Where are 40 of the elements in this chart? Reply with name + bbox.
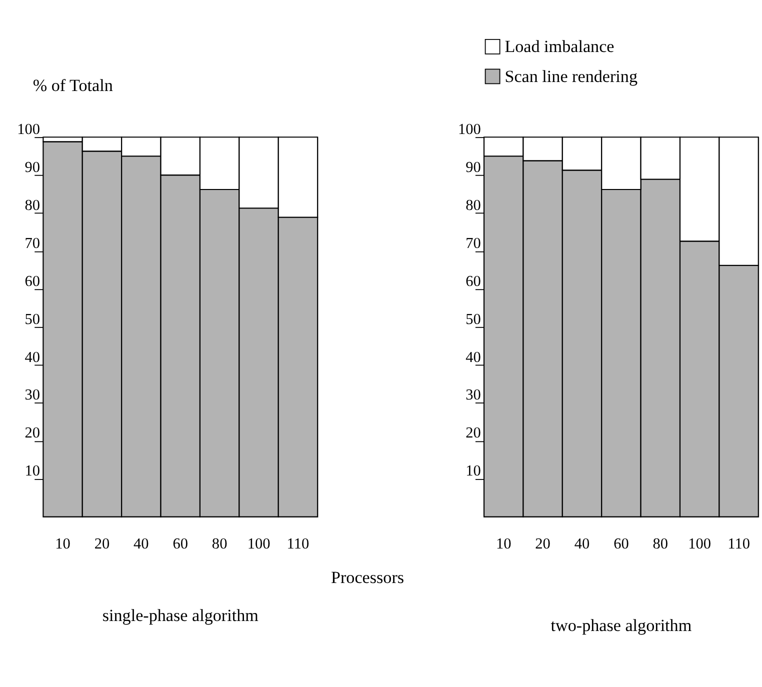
- x-tick-label: 110: [286, 536, 310, 553]
- x-tick-label: 20: [94, 536, 110, 553]
- x-tick-label: 80: [212, 536, 228, 553]
- x-tick-label: 10: [496, 536, 512, 553]
- y-tick-label: 40: [466, 348, 482, 366]
- y-tick-label: 50: [24, 310, 40, 328]
- x-axis-title: Processors: [330, 568, 404, 587]
- y-axis-title: % of Totaln: [32, 76, 114, 95]
- y-tick-label: 90: [24, 158, 40, 176]
- x-tick-label: 110: [728, 536, 750, 553]
- y-tick-label: 20: [466, 424, 482, 442]
- y-tick-label: 80: [466, 196, 482, 214]
- x-tick-label: 60: [172, 536, 188, 553]
- x-tick-label: 60: [614, 536, 630, 553]
- x-tick-label: 80: [652, 536, 668, 553]
- y-tick-label: 80: [24, 196, 40, 214]
- x-tick-label: 100: [688, 536, 712, 553]
- y-tick-label: 10: [466, 462, 482, 480]
- text: two-phase algorithm: [550, 616, 692, 636]
- y-tick-label: 30: [466, 386, 482, 404]
- x-tick-label: 20: [535, 536, 551, 553]
- y-tick-label: 100: [17, 120, 40, 138]
- y-tick-label: 90: [466, 158, 482, 176]
- y-tick-label: 60: [466, 272, 482, 290]
- y-tick-label: 70: [466, 234, 482, 252]
- y-tick-label: 50: [466, 310, 482, 328]
- y-tick-label: 100: [458, 120, 482, 138]
- legend-label: Load imbalance: [504, 37, 614, 56]
- text: single-phase algorithm: [102, 606, 260, 626]
- x-tick-label: 40: [134, 536, 150, 553]
- x-tick-label: 10: [55, 536, 71, 553]
- y-tick-label: 10: [24, 462, 40, 480]
- y-tick-label: 30: [24, 386, 40, 404]
- legend-label: Scan line rendering: [504, 66, 638, 86]
- x-tick-label: 100: [247, 536, 271, 553]
- y-tick-label: 20: [24, 424, 40, 442]
- x-tick-label: 40: [574, 536, 590, 553]
- y-tick-label: 40: [24, 348, 40, 366]
- y-tick-label: 70: [24, 234, 40, 252]
- y-tick-label: 60: [24, 272, 40, 290]
